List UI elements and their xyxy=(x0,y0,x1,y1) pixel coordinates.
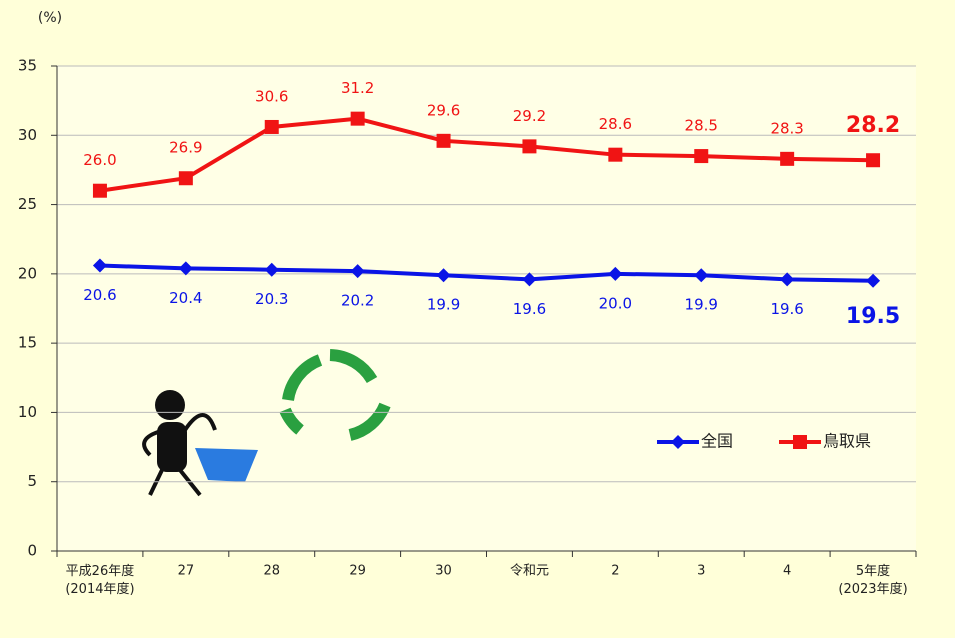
point xyxy=(866,273,881,288)
point xyxy=(264,262,279,277)
y-tick-label: 25 xyxy=(18,195,37,213)
data-label: 20.3 xyxy=(255,290,288,308)
data-label: 31.2 xyxy=(341,79,374,97)
legend-marker xyxy=(671,435,685,449)
data-label: 19.6 xyxy=(513,300,546,318)
point xyxy=(436,268,451,283)
y-tick-label: 5 xyxy=(27,472,37,490)
x-tick-label: 平成26年度(2014年度) xyxy=(65,563,134,597)
data-label: 20.6 xyxy=(83,286,116,304)
data-label: 28.2 xyxy=(846,113,900,138)
data-label: 29.6 xyxy=(427,101,460,119)
y-tick-label: 10 xyxy=(18,403,37,421)
x-tick-label: 2 xyxy=(611,564,619,579)
data-label: 26.0 xyxy=(83,151,116,169)
point xyxy=(178,261,193,276)
data-label: 19.9 xyxy=(685,296,718,314)
point xyxy=(436,133,451,148)
y-unit: (%) xyxy=(38,10,62,26)
x-tick-label: 27 xyxy=(178,564,195,579)
point xyxy=(350,264,365,279)
data-label: 19.9 xyxy=(427,296,460,314)
x-tick-label: 5年度(2023年度) xyxy=(838,563,907,597)
x-tick-label: 令和元 xyxy=(510,564,549,579)
y-tick-label: 0 xyxy=(27,542,37,560)
illustration xyxy=(142,349,391,497)
point xyxy=(694,149,709,164)
point xyxy=(780,151,795,166)
point xyxy=(780,272,795,287)
data-label: 20.0 xyxy=(599,294,632,312)
series-line xyxy=(99,263,874,283)
point xyxy=(92,258,107,273)
point xyxy=(92,183,107,198)
x-tick-label: 4 xyxy=(783,564,791,579)
legend-label: 鳥取県 xyxy=(823,432,871,451)
y-tick-label: 20 xyxy=(18,264,37,282)
data-label: 28.6 xyxy=(599,115,632,133)
plot-area xyxy=(57,66,916,551)
point xyxy=(694,268,709,283)
y-tick-label: 15 xyxy=(18,334,37,352)
data-label: 19.6 xyxy=(770,300,803,318)
point xyxy=(350,111,365,126)
x-tick-label: 28 xyxy=(263,564,280,579)
data-label: 28.5 xyxy=(685,117,718,135)
point xyxy=(522,139,537,154)
x-tick-label: 30 xyxy=(435,564,452,579)
point xyxy=(608,147,623,162)
x-tick-label: 29 xyxy=(349,564,366,579)
point xyxy=(866,153,881,168)
point xyxy=(608,266,623,281)
y-tick-label: 35 xyxy=(18,57,37,75)
data-label: 30.6 xyxy=(255,87,288,105)
point xyxy=(178,171,193,186)
point xyxy=(522,272,537,287)
y-tick-label: 30 xyxy=(18,126,37,144)
series-line xyxy=(99,116,874,193)
data-label: 29.2 xyxy=(513,107,546,125)
data-label: 26.9 xyxy=(169,139,202,157)
data-label: 28.3 xyxy=(770,119,803,137)
legend-marker xyxy=(793,435,807,449)
data-label: 20.2 xyxy=(341,292,374,310)
data-label: 20.4 xyxy=(169,289,202,307)
data-label: 19.5 xyxy=(846,304,900,329)
point xyxy=(264,119,279,134)
legend-label: 全国 xyxy=(701,432,733,451)
x-tick-label: 3 xyxy=(697,564,705,579)
